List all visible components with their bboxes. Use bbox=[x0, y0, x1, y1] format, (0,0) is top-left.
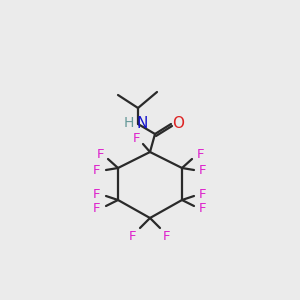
Text: F: F bbox=[93, 202, 101, 215]
Text: F: F bbox=[163, 230, 171, 242]
Text: F: F bbox=[199, 202, 207, 215]
Text: F: F bbox=[196, 148, 204, 161]
Text: F: F bbox=[199, 164, 207, 178]
Text: F: F bbox=[129, 230, 137, 242]
Text: F: F bbox=[132, 133, 140, 146]
Text: F: F bbox=[93, 164, 101, 178]
Text: F: F bbox=[93, 188, 101, 200]
Text: N: N bbox=[136, 116, 148, 130]
Text: O: O bbox=[172, 116, 184, 131]
Text: H: H bbox=[124, 116, 134, 130]
Text: F: F bbox=[199, 188, 207, 200]
Text: F: F bbox=[96, 148, 104, 161]
